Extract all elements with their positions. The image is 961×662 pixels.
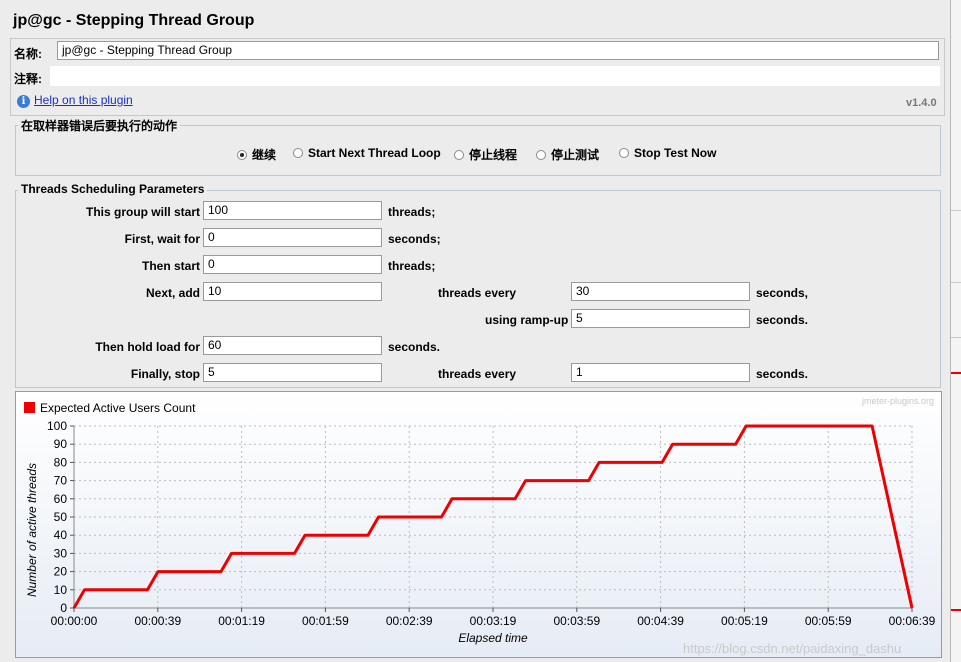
radio-continue-label: 继续 [252, 148, 277, 162]
next-add-input[interactable]: 10 [203, 282, 382, 301]
radio-unselected-icon [536, 149, 546, 160]
y-tick-label: 90 [54, 437, 68, 451]
radio-selected-icon [237, 149, 247, 160]
y-tick-label: 80 [54, 455, 68, 469]
next-add-interval-input[interactable]: 30 [571, 282, 750, 301]
radio-start-next-loop[interactable]: Start Next Thread Loop [293, 146, 441, 160]
radio-stop-test-now-label: Stop Test Now [634, 146, 717, 160]
y-tick-label: 20 [54, 565, 68, 579]
radio-stop-thread-label: 停止线程 [469, 148, 518, 162]
y-tick-label: 40 [54, 528, 68, 542]
x-tick-label: 00:01:19 [218, 614, 265, 628]
radio-stop-thread[interactable]: 停止线程 [454, 146, 517, 163]
start-threads-input[interactable]: 100 [203, 201, 382, 220]
divider [951, 609, 961, 611]
watermark-text: https://blog.csdn.net/paidaxing_dashu [683, 641, 902, 656]
comment-label: 注释: [14, 72, 42, 86]
series-line-expected-users [72, 424, 914, 609]
hold-load-input[interactable]: 60 [203, 336, 382, 355]
x-tick-label: 00:00:39 [134, 614, 181, 628]
name-label: 名称: [14, 47, 42, 61]
divider [951, 210, 961, 211]
rampup-input[interactable]: 5 [571, 309, 750, 328]
divider [951, 282, 961, 283]
radio-stop-test-now[interactable]: Stop Test Now [619, 146, 716, 160]
start-threads-unit: threads; [388, 205, 436, 219]
then-start-label: Then start [141, 259, 200, 273]
x-tick-label: 00:02:39 [386, 614, 433, 628]
legend-label: Expected Active Users Count [40, 401, 196, 415]
version-label: v1.4.0 [906, 97, 937, 109]
rampup-unit: seconds. [756, 313, 809, 327]
radio-unselected-icon [293, 148, 303, 158]
next-add-threads-every-label: threads every [438, 286, 517, 300]
initial-delay-label: First, wait for [124, 232, 200, 246]
x-tick-label: 00:03:59 [553, 614, 600, 628]
scheduling-group [15, 190, 941, 388]
radio-stop-test-label: 停止测试 [551, 148, 600, 162]
initial-delay-input[interactable]: 0 [203, 228, 382, 247]
y-tick-label: 30 [54, 546, 68, 560]
comment-input[interactable] [50, 66, 940, 86]
x-tick-label: 00:06:39 [889, 614, 936, 628]
finally-stop-input[interactable]: 5 [203, 363, 382, 382]
y-tick-label: 0 [60, 601, 67, 615]
x-tick-label: 00:03:19 [470, 614, 517, 628]
name-input[interactable]: jp@gc - Stepping Thread Group [57, 41, 939, 60]
x-tick-label: 00:05:59 [805, 614, 852, 628]
legend-swatch [24, 402, 35, 413]
start-threads-label: This group will start [85, 205, 200, 219]
divider [951, 372, 961, 374]
on-error-group [15, 125, 941, 176]
hold-load-unit: seconds. [388, 340, 441, 354]
next-add-label: Next, add [145, 286, 200, 300]
y-tick-label: 50 [54, 510, 68, 524]
info-icon: i [17, 95, 30, 108]
right-edge-strip [951, 0, 961, 662]
then-start-input[interactable]: 0 [203, 255, 382, 274]
finally-stop-threads-every-label: threads every [438, 367, 517, 381]
chart-background [16, 392, 941, 657]
panel-title: jp@gc - Stepping Thread Group [13, 12, 255, 29]
radio-continue[interactable]: 继续 [237, 146, 276, 163]
y-tick-label: 10 [54, 583, 68, 597]
branding-text: jmeter-plugins.org [861, 396, 934, 406]
y-axis-label: Number of active threads [25, 463, 39, 597]
chart-svg: Expected Active Users Count jmeter-plugi… [16, 392, 941, 657]
finally-stop-label: Finally, stop [130, 367, 200, 381]
next-add-unit: seconds, [756, 286, 809, 300]
initial-delay-unit: seconds; [388, 232, 441, 246]
y-tick-label: 60 [54, 492, 68, 506]
hold-load-label: Then hold load for [95, 340, 200, 354]
radio-unselected-icon [619, 148, 629, 158]
y-tick-label: 100 [47, 419, 67, 433]
then-start-unit: threads; [388, 259, 436, 273]
finally-stop-unit: seconds. [756, 367, 809, 381]
divider [951, 337, 961, 338]
radio-unselected-icon [454, 149, 464, 160]
expected-users-chart: Expected Active Users Count jmeter-plugi… [15, 391, 942, 658]
help-link[interactable]: Help on this plugin [34, 93, 133, 107]
radio-start-next-loop-label: Start Next Thread Loop [308, 146, 441, 160]
scheduling-legend: Threads Scheduling Parameters [18, 182, 208, 196]
x-tick-label: 00:01:59 [302, 614, 349, 628]
radio-stop-test[interactable]: 停止测试 [536, 146, 599, 163]
x-tick-label: 00:04:39 [637, 614, 684, 628]
on-error-legend: 在取样器错误后要执行的动作 [18, 117, 181, 134]
y-tick-label: 70 [54, 474, 68, 488]
rampup-label: using ramp-up [485, 313, 569, 327]
finally-stop-interval-input[interactable]: 1 [571, 363, 750, 382]
x-axis-label: Elapsed time [458, 631, 528, 645]
x-tick-label: 00:05:19 [721, 614, 768, 628]
x-tick-label: 00:00:00 [51, 614, 98, 628]
